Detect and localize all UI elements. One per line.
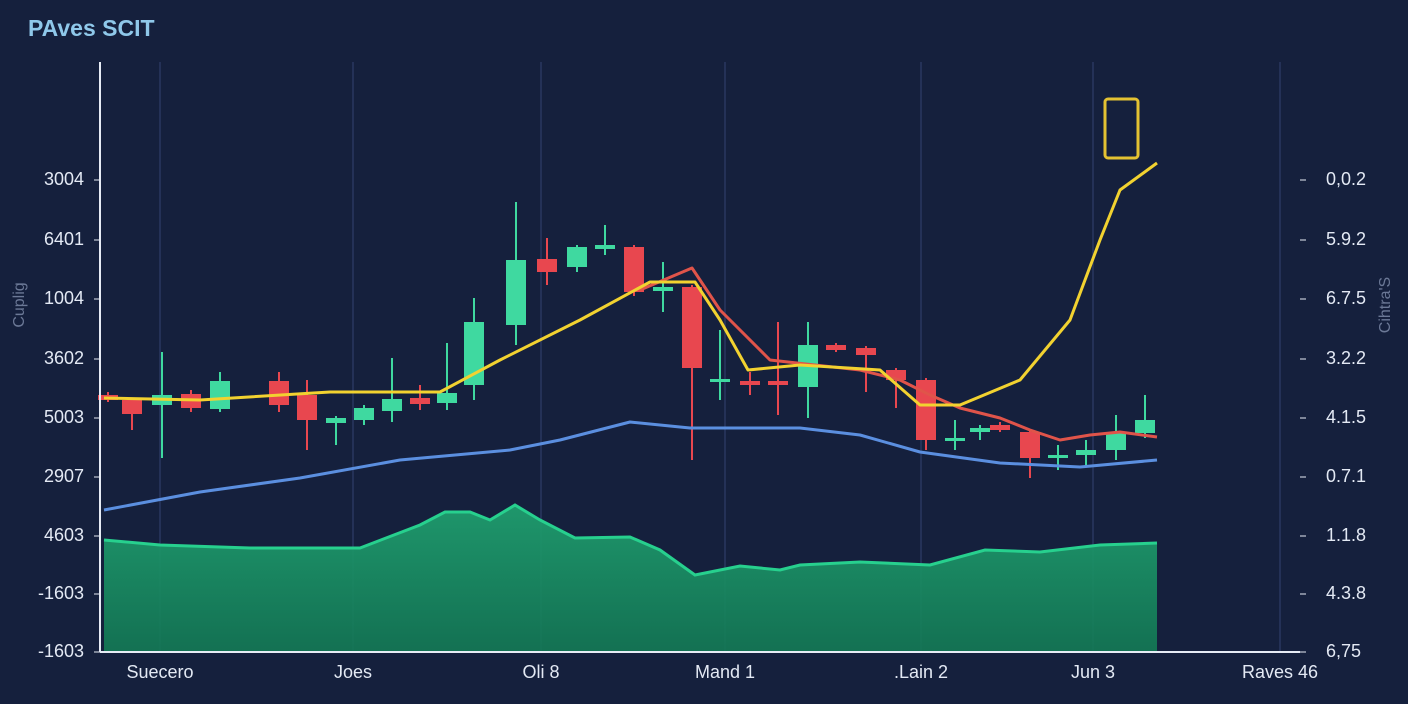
y2-tick-label: 4.1.5: [1326, 407, 1366, 427]
candle-body: [990, 425, 1010, 430]
y-tick-label: -1603: [38, 583, 84, 603]
y-tick-label: 3602: [44, 348, 84, 368]
candle-body: [297, 395, 317, 420]
candle-body: [710, 379, 730, 382]
candle-body: [269, 381, 289, 405]
x-tick-label: Mand 1: [695, 662, 755, 682]
y2-tick-label: 4.3.8: [1326, 583, 1366, 603]
grid: [94, 62, 1306, 653]
candle-body: [1048, 455, 1068, 458]
candle-body: [768, 381, 788, 385]
y-tick-label: 1004: [44, 288, 84, 308]
y2-tick-label: 1.1.8: [1326, 525, 1366, 545]
line: [103, 420, 1158, 512]
candle-body: [886, 370, 906, 380]
candle-body: [1135, 420, 1155, 433]
candle-body: [856, 348, 876, 355]
candle-body: [537, 259, 557, 272]
candle-body: [682, 287, 702, 368]
y2-tick-label: 6,75: [1326, 641, 1361, 661]
y2-tick-label: 0,0.2: [1326, 169, 1366, 189]
candle-body: [740, 381, 760, 385]
candle-body: [945, 438, 965, 441]
area-fill: [104, 505, 1157, 652]
y-tick-label: 5003: [44, 407, 84, 427]
candle-body: [382, 399, 402, 411]
x-tick-label: Joes: [334, 662, 372, 682]
annotation-box: [1103, 97, 1140, 160]
y-tick-label: 4603: [44, 525, 84, 545]
area-line: [103, 503, 1158, 577]
candle-body: [1076, 450, 1096, 455]
y-tick-label: 3004: [44, 169, 84, 189]
candle-body: [1020, 432, 1040, 458]
candle-body: [326, 418, 346, 423]
candle-body: [437, 393, 457, 403]
x-tick-label: Jun 3: [1071, 662, 1115, 682]
line: [103, 161, 1158, 407]
candle-body: [1106, 433, 1126, 450]
y-tick-label: -1603: [38, 641, 84, 661]
y2-tick-label: 6.7.5: [1326, 288, 1366, 308]
y2-tick-label: 0.7.1: [1326, 466, 1366, 486]
candle-body: [354, 408, 374, 420]
candle-body: [970, 428, 990, 432]
candle-body: [595, 245, 615, 249]
chart-title: PAves SCIT: [28, 15, 155, 41]
y2-tick-label: 3.2.2: [1326, 348, 1366, 368]
candle-body: [506, 260, 526, 325]
x-tick-label: Suecero: [126, 662, 193, 682]
y2-axis-title: Cihtra'S: [1377, 277, 1394, 333]
y-tick-label: 2907: [44, 466, 84, 486]
candle-body: [210, 381, 230, 409]
x-tick-label: Oli 8: [522, 662, 559, 682]
line: [639, 266, 1158, 442]
x-tick-label: .Lain 2: [894, 662, 948, 682]
y-axis-title: Cuplig: [11, 282, 28, 327]
candle-body: [122, 400, 142, 414]
x-tick-label: Raves 46: [1242, 662, 1318, 682]
candle-body: [464, 322, 484, 385]
candle-body: [826, 345, 846, 350]
candle-body: [624, 247, 644, 292]
candle-body: [567, 247, 587, 267]
plot: [98, 161, 1158, 652]
y2-tick-label: 5.9.2: [1326, 229, 1366, 249]
y-tick-label: 6401: [44, 229, 84, 249]
candle-body: [653, 287, 673, 291]
candle-body: [410, 398, 430, 404]
